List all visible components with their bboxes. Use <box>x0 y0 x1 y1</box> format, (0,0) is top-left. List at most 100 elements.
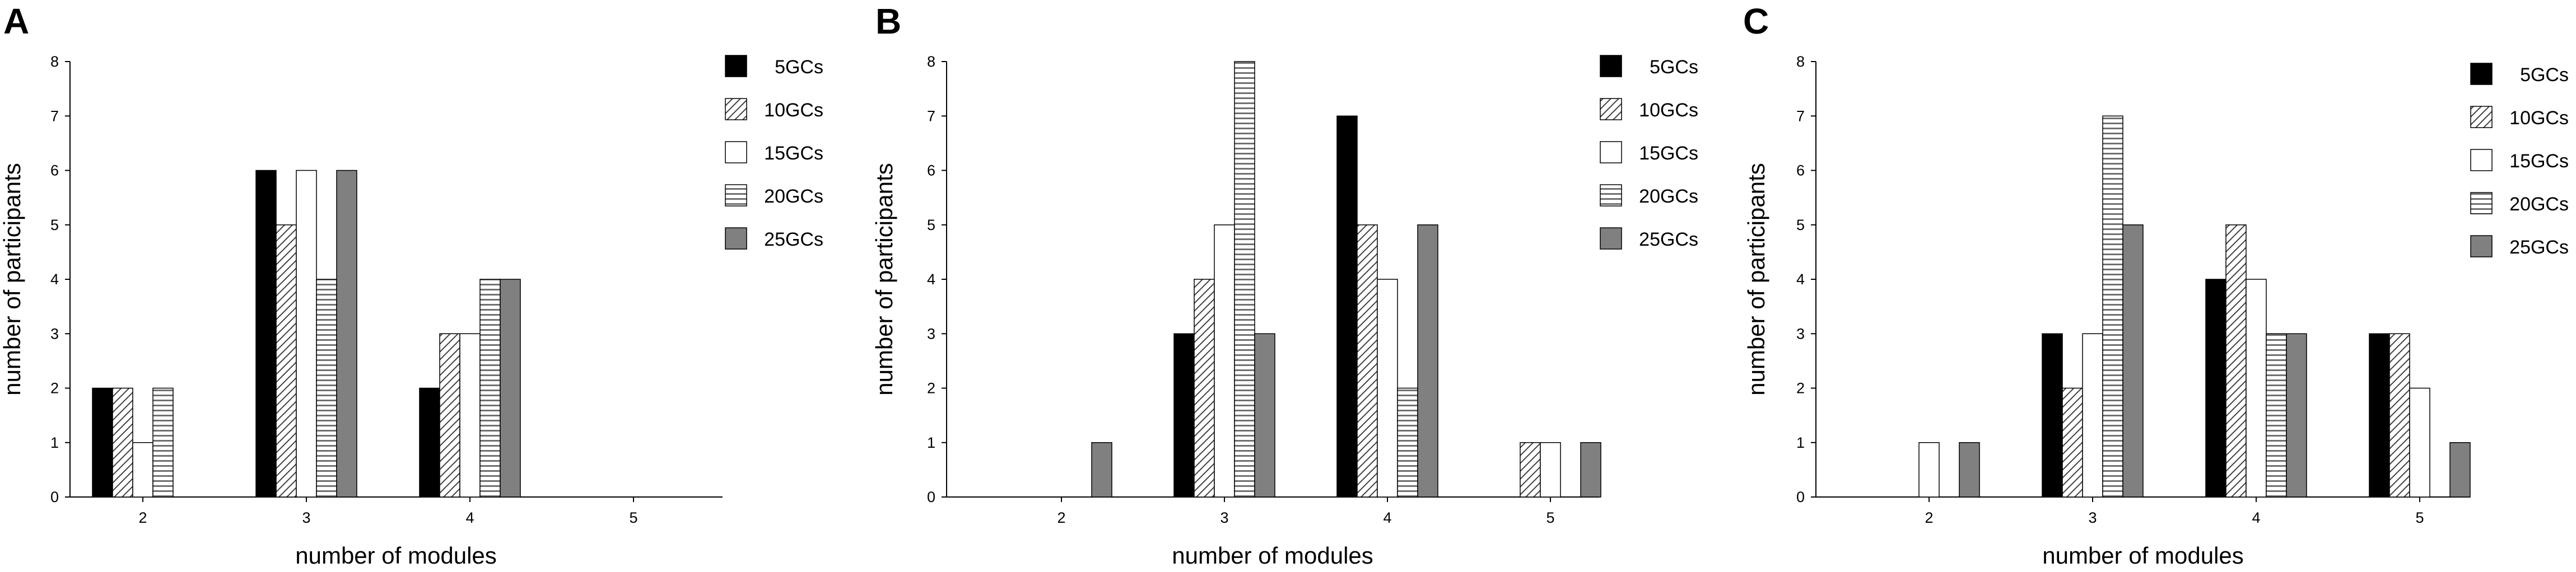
y-tick-label: 2 <box>50 380 59 397</box>
bar-25gcs-3 <box>2122 224 2144 498</box>
bar-15gcs-3 <box>2082 333 2103 498</box>
bar-20gcs-4 <box>2266 333 2287 498</box>
bar-5gcs-4 <box>2205 279 2226 498</box>
bar-25gcs-5 <box>2449 442 2471 498</box>
y-tick-label: 6 <box>50 162 59 179</box>
y-tick-label: 2 <box>927 380 935 397</box>
panel-letter: C <box>1743 1 1769 41</box>
bar-5gcs-4 <box>1336 115 1358 498</box>
legend-swatch <box>2470 149 2493 171</box>
bar-20gcs-3 <box>1234 61 1255 498</box>
y-axis-title: number of participants <box>871 163 897 396</box>
bar-15gcs-4 <box>1377 279 1398 498</box>
bar-20gcs-4 <box>479 279 501 498</box>
legend-swatch <box>1600 141 1622 163</box>
bar-25gcs-4 <box>1417 224 1438 498</box>
y-tick-label: 1 <box>1796 434 1805 451</box>
bar-5gcs-2 <box>92 387 113 498</box>
legend-swatch <box>725 227 747 250</box>
bar-10gcs-4 <box>2225 224 2247 498</box>
bar-20gcs-3 <box>2102 115 2123 498</box>
chart-panel-c: C 0 1 2 3 4 5 6 7 8 2 3 4 5 number of modules number of… <box>1743 1 2569 569</box>
legend-swatch <box>725 55 747 77</box>
bar-15gcs-2 <box>132 442 153 498</box>
y-tick-label: 0 <box>927 489 935 505</box>
legend-label: 10GCs <box>1639 100 1698 121</box>
legend-label: 25GCs <box>2509 237 2569 258</box>
y-tick-label: 4 <box>50 271 59 288</box>
bar-15gcs-3 <box>1214 224 1235 498</box>
legend-swatch <box>1600 55 1622 77</box>
legend-label: 10GCs <box>764 100 823 121</box>
bar-15gcs-4 <box>2246 279 2267 498</box>
legend-swatch <box>725 184 747 207</box>
legend-label: 20GCs <box>764 186 823 207</box>
bar-15gcs-5 <box>1540 442 1561 498</box>
bar-5gcs-3 <box>255 170 277 498</box>
y-tick-label: 1 <box>927 434 935 451</box>
bar-25gcs-2 <box>1091 442 1112 498</box>
legend-label: 25GCs <box>1639 229 1698 250</box>
x-tick-label: 5 <box>629 509 637 526</box>
legend-swatch <box>725 141 747 163</box>
bar-25gcs-3 <box>1254 333 1275 498</box>
legend: 5GCs 10GCs 15GCs 20GCs 25GCs <box>1600 55 1698 250</box>
bar-5gcs-3 <box>2042 333 2063 498</box>
chart-panel-a: A 0 1 2 3 4 5 6 7 8 2 3 4 5 number of modules number of… <box>0 1 823 569</box>
y-tick-label: 4 <box>1796 271 1805 288</box>
legend-swatch <box>2470 192 2493 214</box>
y-tick-label: 1 <box>50 434 59 451</box>
x-tick-label: 2 <box>1057 509 1065 526</box>
bar-25gcs-5 <box>1580 442 1601 498</box>
legend-label: 25GCs <box>764 229 823 250</box>
x-tick-label: 4 <box>465 509 474 526</box>
bar-5gcs-5 <box>2369 333 2390 498</box>
y-tick-label: 5 <box>927 217 935 233</box>
panel-letter: A <box>3 1 29 41</box>
y-tick-label: 3 <box>1796 325 1805 342</box>
y-tick-label: 7 <box>50 107 59 124</box>
legend-label: 5GCs <box>2520 64 2569 86</box>
x-tick-label: 4 <box>2252 509 2260 526</box>
x-axis-title: number of modules <box>1172 542 1373 569</box>
bar-10gcs-5 <box>2389 333 2410 498</box>
legend-label: 20GCs <box>1639 186 1698 207</box>
bar-15gcs-3 <box>296 170 317 498</box>
legend-swatch <box>1600 227 1622 250</box>
bar-10gcs-3 <box>1194 279 1215 498</box>
bar-25gcs-3 <box>336 170 357 498</box>
bar-20gcs-3 <box>316 279 337 498</box>
bar-10gcs-3 <box>276 224 297 498</box>
legend: 5GCs 10GCs 15GCs 20GCs 25GCs <box>2470 63 2569 258</box>
y-tick-label: 0 <box>50 489 59 505</box>
y-tick-label: 6 <box>1796 162 1805 179</box>
bar-15gcs-4 <box>459 333 481 498</box>
bar-20gcs-4 <box>1397 387 1418 498</box>
bar-10gcs-4 <box>439 333 460 498</box>
legend-label: 10GCs <box>2509 107 2569 129</box>
bar-10gcs-3 <box>2062 387 2083 498</box>
y-tick-label: 8 <box>1796 53 1805 70</box>
y-tick-label: 6 <box>927 162 935 179</box>
y-tick-label: 8 <box>50 53 59 70</box>
bar-10gcs-5 <box>1520 442 1541 498</box>
y-tick-label: 2 <box>1796 380 1805 397</box>
bar-25gcs-4 <box>500 279 521 498</box>
y-tick-label: 8 <box>927 53 935 70</box>
x-tick-label: 4 <box>1383 509 1391 526</box>
panel-letter: B <box>875 1 901 41</box>
legend: 5GCs 10GCs 15GCs 20GCs 25GCs <box>725 55 823 250</box>
y-tick-label: 0 <box>1796 489 1805 505</box>
bar-10gcs-4 <box>1357 224 1378 498</box>
legend-swatch <box>2470 106 2493 128</box>
bar-5gcs-3 <box>1173 333 1195 498</box>
bar-15gcs-5 <box>2409 387 2430 498</box>
bar-20gcs-2 <box>152 387 174 498</box>
x-axis-title: number of modules <box>2042 542 2244 569</box>
x-axis-title: number of modules <box>295 542 497 569</box>
y-tick-label: 5 <box>1796 217 1805 233</box>
legend-swatch <box>725 98 747 120</box>
x-tick-label: 3 <box>2088 509 2097 526</box>
legend-label: 20GCs <box>2509 194 2569 215</box>
